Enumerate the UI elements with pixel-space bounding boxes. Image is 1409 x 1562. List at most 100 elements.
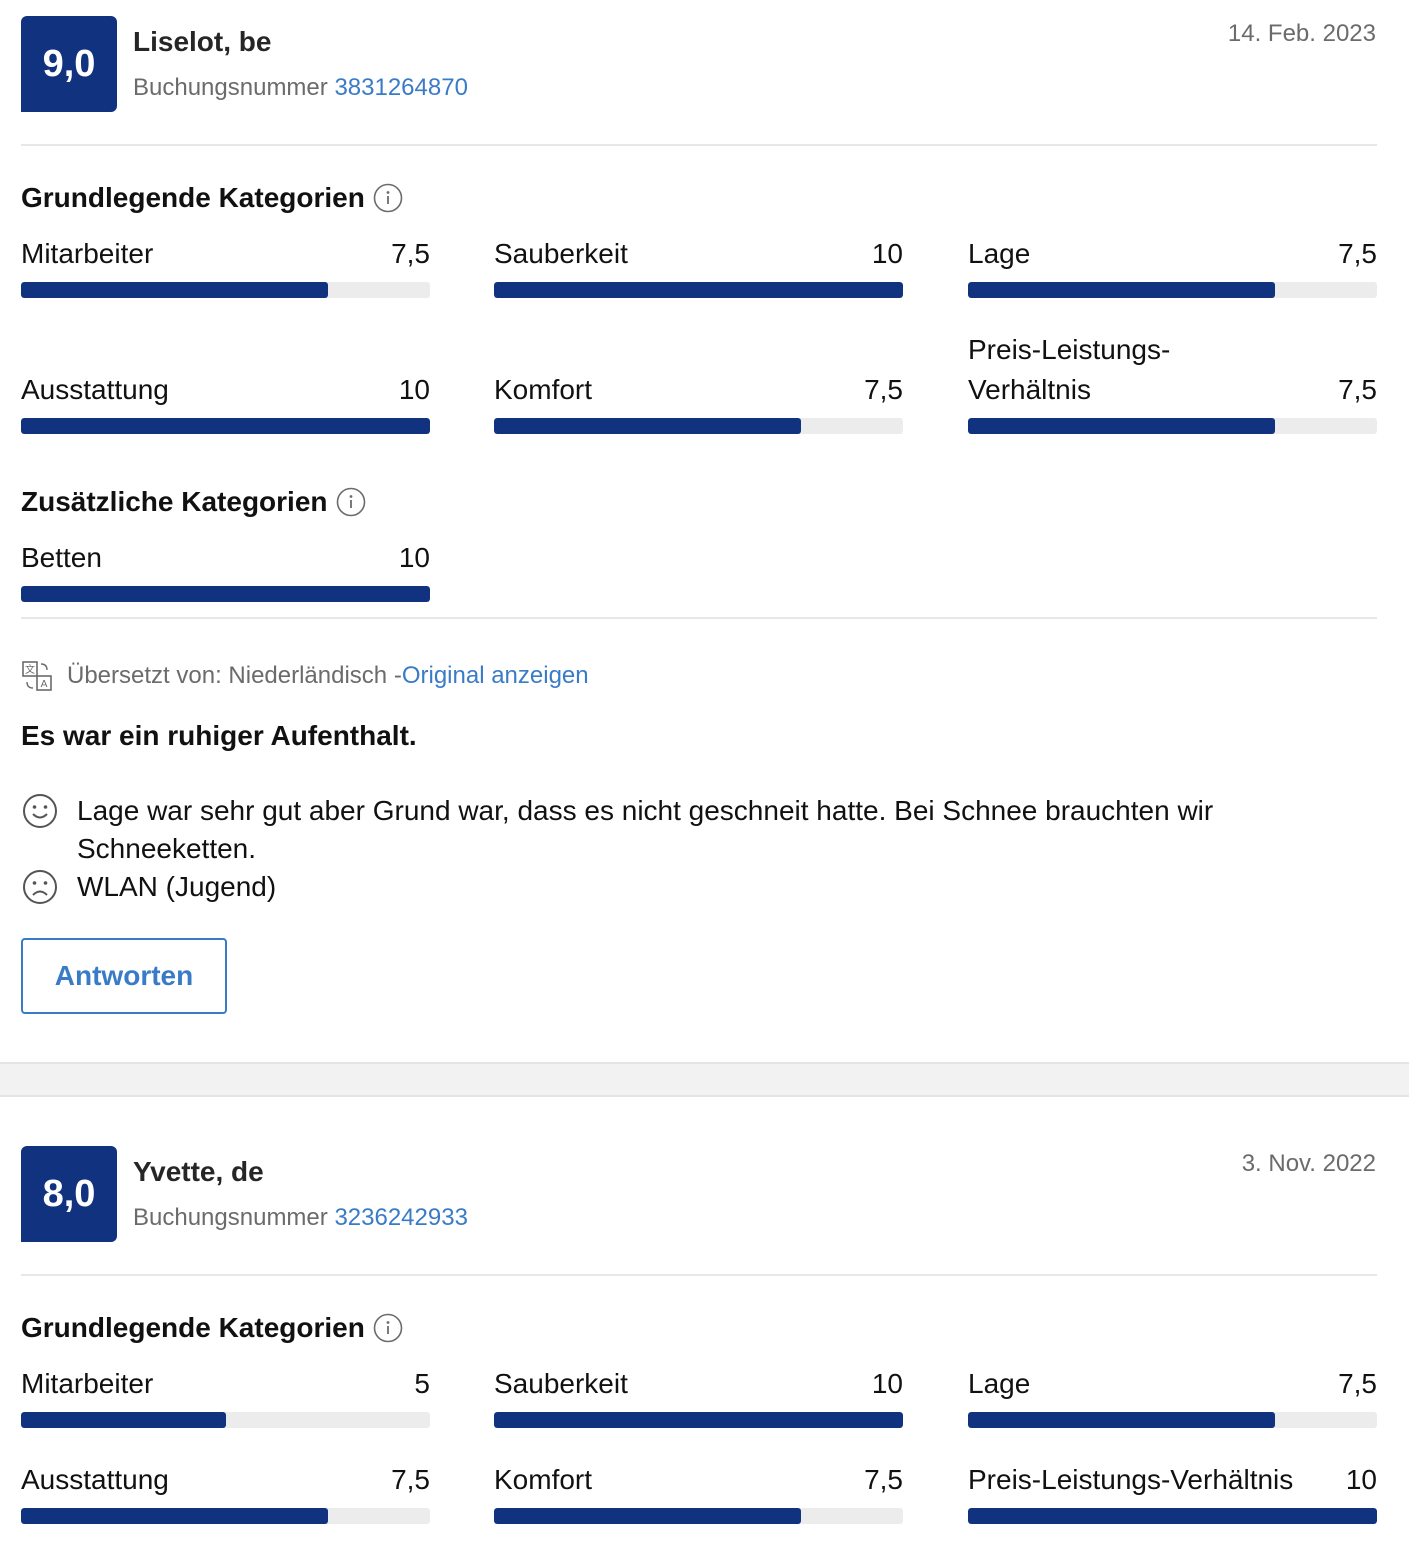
category-value: 7,5 (864, 374, 903, 405)
rating-bar (968, 282, 1377, 298)
category-staff: Mitarbeiter 5 (21, 1364, 430, 1430)
category-value: 10 (871, 238, 903, 269)
category-value: 5 (414, 1368, 430, 1399)
rating-bar (494, 418, 903, 434)
category-label: Sauberkeit (494, 238, 628, 269)
rating-bar-fill (494, 282, 903, 298)
smiley-sad-icon (23, 870, 57, 904)
translate-icon: 文 A (22, 661, 52, 691)
section-title-text: Zusätzliche Kategorien (21, 486, 328, 517)
rating-bar-fill (968, 1412, 1275, 1428)
score-badge: 8,0 (21, 1146, 117, 1242)
category-label: Mitarbeiter (21, 238, 154, 269)
svg-text:文: 文 (25, 663, 35, 676)
category-value-for-money: Preis-Leistungs-Verhältnis 10 (968, 1460, 1377, 1526)
info-icon[interactable] (373, 183, 403, 213)
category-value: 10 (398, 374, 430, 405)
rating-bar (21, 418, 430, 434)
category-value: 7,5 (1338, 374, 1377, 405)
category-label: Sauberkeit (494, 1368, 628, 1399)
rating-bar-fill (21, 1412, 226, 1428)
info-icon[interactable] (336, 487, 366, 517)
category-beds: Betten 10 (21, 538, 430, 604)
rating-bar-fill (968, 418, 1275, 434)
review-separator (0, 1062, 1409, 1097)
section-title-text: Grundlegende Kategorien (21, 182, 365, 213)
rating-bar-fill (21, 1508, 328, 1524)
booking-info: Buchungsnummer 3831264870 (133, 74, 468, 102)
category-location: Lage 7,5 (968, 1364, 1377, 1430)
positive-text: Lage war sehr gut aber Grund war, dass e… (77, 795, 1214, 864)
rating-bar-fill (21, 586, 430, 602)
category-label: Lage (968, 238, 1031, 269)
booking-number-link[interactable]: 3831264870 (334, 74, 468, 101)
category-label: Komfort (494, 374, 593, 405)
rating-bar-fill (21, 282, 328, 298)
divider (21, 144, 1377, 146)
review-card: 8,0 Yvette, de Buchungsnummer 3236242933… (0, 1097, 1409, 1562)
category-facilities: Ausstattung 10 (21, 370, 430, 436)
translation-note: 文 A Übersetzt von: Niederländisch - Orig… (21, 660, 589, 692)
score-badge: 9,0 (21, 16, 117, 112)
show-original-link[interactable]: Original anzeigen (401, 662, 589, 689)
category-label: Betten (21, 542, 102, 573)
category-comfort: Komfort 7,5 (494, 370, 903, 436)
info-icon[interactable] (373, 1313, 403, 1343)
rating-bar (494, 1412, 903, 1428)
review-date: 3. Nov. 2022 (1241, 1150, 1376, 1177)
category-cleanliness: Sauberkeit 10 (494, 1364, 903, 1430)
category-value: 10 (398, 542, 430, 573)
category-location: Lage 7,5 (968, 234, 1377, 300)
category-label: Mitarbeiter (21, 1368, 154, 1399)
rating-bar (494, 1508, 903, 1524)
category-cleanliness: Sauberkeit 10 (494, 234, 903, 300)
category-value: 7,5 (1338, 238, 1377, 269)
category-label: Lage (968, 1368, 1031, 1399)
category-label: Preis-Leistungs-Verhältnis (968, 334, 1171, 405)
booking-label: Buchungsnummer (133, 1204, 328, 1231)
category-value: 10 (871, 1368, 903, 1399)
category-label: Ausstattung (21, 374, 169, 405)
svg-text:A: A (41, 679, 48, 690)
section-title-text: Grundlegende Kategorien (21, 1312, 365, 1343)
review-card: 9,0 Liselot, be Buchungsnummer 383126487… (21, 16, 1377, 1014)
section-title-extra: Zusätzliche Kategorien (21, 486, 366, 518)
category-comfort: Komfort 7,5 (494, 1460, 903, 1526)
category-label: Komfort (494, 1464, 593, 1495)
divider (21, 617, 1377, 619)
rating-bar-fill (494, 418, 801, 434)
section-title-basic: Grundlegende Kategorien (21, 1312, 403, 1344)
rating-bar-fill (494, 1508, 801, 1524)
reply-button[interactable]: Antworten (21, 938, 227, 1014)
rating-bar-fill (494, 1412, 903, 1428)
category-staff: Mitarbeiter 7,5 (21, 234, 430, 300)
category-value: 7,5 (391, 1464, 430, 1495)
rating-bar (21, 1412, 430, 1428)
positive-comment: Lage war sehr gut aber Grund war, dass e… (21, 792, 1317, 868)
rating-bar (21, 1508, 430, 1524)
divider (21, 1274, 1377, 1276)
booking-number-link[interactable]: 3236242933 (334, 1204, 468, 1231)
category-value: 10 (1345, 1464, 1377, 1495)
rating-bar (968, 1508, 1377, 1524)
smiley-happy-icon (23, 794, 57, 828)
booking-info: Buchungsnummer 3236242933 (133, 1204, 468, 1232)
review-date: 14. Feb. 2023 (1227, 20, 1376, 47)
booking-label: Buchungsnummer (133, 74, 328, 101)
category-label: Preis-Leistungs-Verhältnis (968, 1464, 1294, 1495)
negative-comment: WLAN (Jugend) (21, 868, 276, 906)
category-value: 7,5 (1338, 1368, 1377, 1399)
rating-bar-fill (968, 1508, 1377, 1524)
review-headline: Es war ein ruhiger Aufenthalt. (21, 720, 417, 751)
category-value: 7,5 (391, 238, 430, 269)
rating-bar-fill (968, 282, 1275, 298)
rating-bar (968, 1412, 1377, 1428)
rating-bar (494, 282, 903, 298)
translation-text: Übersetzt von: Niederländisch - (67, 662, 402, 689)
category-facilities: Ausstattung 7,5 (21, 1460, 430, 1526)
reviewer-name: Liselot, be (133, 26, 272, 57)
rating-bar (21, 586, 430, 602)
rating-bar-fill (21, 418, 430, 434)
category-value-for-money: Preis-Leistungs-Verhältnis 7,5 (968, 330, 1377, 436)
category-label: Ausstattung (21, 1464, 169, 1495)
